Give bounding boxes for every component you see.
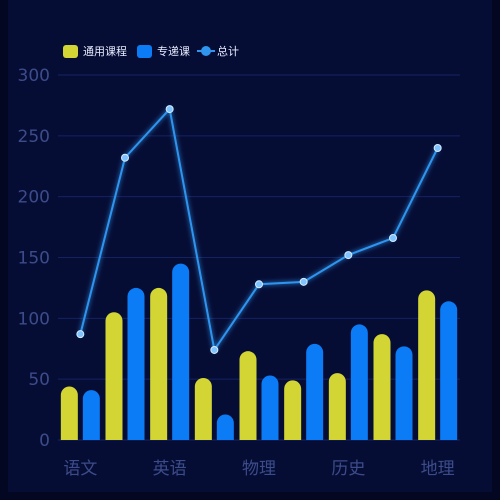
bar-specialized[interactable] [395, 346, 413, 440]
y-tick-label: 200 [18, 188, 50, 208]
bar-general[interactable] [239, 351, 257, 440]
bar-specialized[interactable] [82, 390, 100, 440]
legend-label-general: 通用课程 [83, 45, 127, 58]
total-point[interactable] [299, 277, 308, 286]
bar-general[interactable] [418, 290, 436, 440]
bar-specialized[interactable] [306, 343, 324, 440]
x-axis-tick-labels: 语文 英语 物理 历史 地理 [63, 459, 454, 479]
x-tick-label: 地理 [421, 459, 455, 479]
legend-item-general[interactable]: 通用课程 [63, 43, 127, 59]
legend-item-specialized[interactable]: 专递课 [137, 43, 190, 59]
bar-specialized[interactable] [440, 301, 458, 440]
x-tick-label: 物理 [242, 459, 276, 479]
y-tick-label: 250 [18, 127, 50, 147]
legend-swatch-general [63, 44, 78, 58]
legend-label-specialized: 专递课 [157, 45, 190, 58]
y-axis-tick-labels: 0 50 100 150 200 250 300 [18, 66, 50, 451]
legend-item-total[interactable]: 总计 [197, 43, 239, 59]
frame-edge-right [492, 0, 500, 500]
legend-swatch-total [197, 45, 215, 57]
x-tick-label: 历史 [331, 459, 365, 479]
legend-label-total: 总计 [217, 45, 239, 58]
total-point[interactable] [210, 345, 219, 354]
bar-specialized[interactable] [216, 414, 234, 440]
total-point[interactable] [433, 144, 442, 152]
total-point[interactable] [165, 105, 174, 114]
bar-general[interactable] [328, 373, 346, 440]
frame-edge-left [0, 0, 8, 500]
bar-general[interactable] [194, 377, 212, 440]
bar-general[interactable] [105, 312, 123, 440]
bar-specialized[interactable] [172, 263, 190, 440]
bar-specialized[interactable] [350, 324, 368, 440]
total-point[interactable] [344, 251, 353, 260]
bars [60, 263, 458, 440]
y-tick-label: 150 [18, 249, 50, 269]
total-line [76, 105, 442, 354]
frame-edge-bottom [0, 492, 500, 500]
bar-general[interactable] [150, 287, 168, 440]
legend-swatch-specialized [137, 44, 152, 58]
bar-specialized[interactable] [127, 287, 145, 440]
total-point[interactable] [389, 234, 397, 243]
grid-lines [58, 74, 460, 441]
total-point[interactable] [76, 330, 85, 339]
y-tick-label: 50 [28, 370, 50, 390]
bar-general[interactable] [284, 380, 302, 440]
total-point[interactable] [121, 153, 129, 162]
y-tick-label: 0 [39, 431, 50, 451]
total-point[interactable] [255, 280, 263, 289]
bar-general[interactable] [373, 334, 391, 440]
x-tick-label: 英语 [153, 459, 187, 479]
y-tick-label: 300 [18, 66, 50, 86]
x-tick-label: 语文 [63, 459, 97, 479]
y-tick-label: 100 [18, 309, 50, 329]
chart-legend: 通用课程 专递课 总计 [63, 43, 239, 59]
bar-general[interactable] [60, 386, 78, 440]
bar-specialized[interactable] [261, 375, 279, 440]
